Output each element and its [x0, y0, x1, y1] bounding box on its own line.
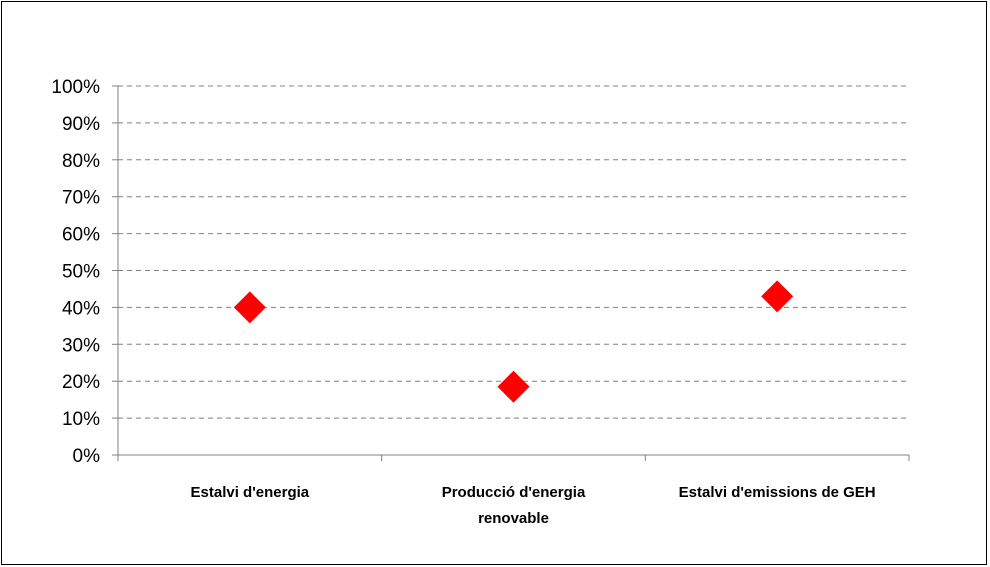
x-category-label: Estalvi d'emissions de GEH	[679, 484, 876, 501]
data-points	[233, 280, 794, 403]
x-category-label: Estalvi d'energia	[191, 484, 310, 501]
y-tick-label: 60%	[62, 225, 100, 246]
y-tick-label: 30%	[62, 335, 100, 356]
gridlines	[118, 85, 909, 419]
data-point-marker	[761, 280, 794, 313]
y-tick-label: 50%	[62, 262, 100, 283]
y-tick-label: 70%	[62, 188, 100, 209]
y-tick-label: 80%	[62, 151, 100, 172]
y-tick-label: 10%	[62, 409, 100, 430]
axes	[112, 85, 910, 461]
x-category-label: Producció d'energia renovable	[442, 484, 586, 527]
y-tick-label: 100%	[51, 77, 100, 98]
y-tick-label: 0%	[73, 446, 101, 467]
y-tick-label: 40%	[62, 298, 100, 319]
tick-labels: 0% 10% 20% 30% 40% 50% 60% 70% 80% 90% 100% Estalvi…	[51, 77, 875, 527]
data-point-marker	[497, 370, 530, 403]
y-tick-label: 90%	[62, 114, 100, 135]
data-point-marker	[233, 291, 266, 324]
y-tick-label: 20%	[62, 372, 100, 393]
